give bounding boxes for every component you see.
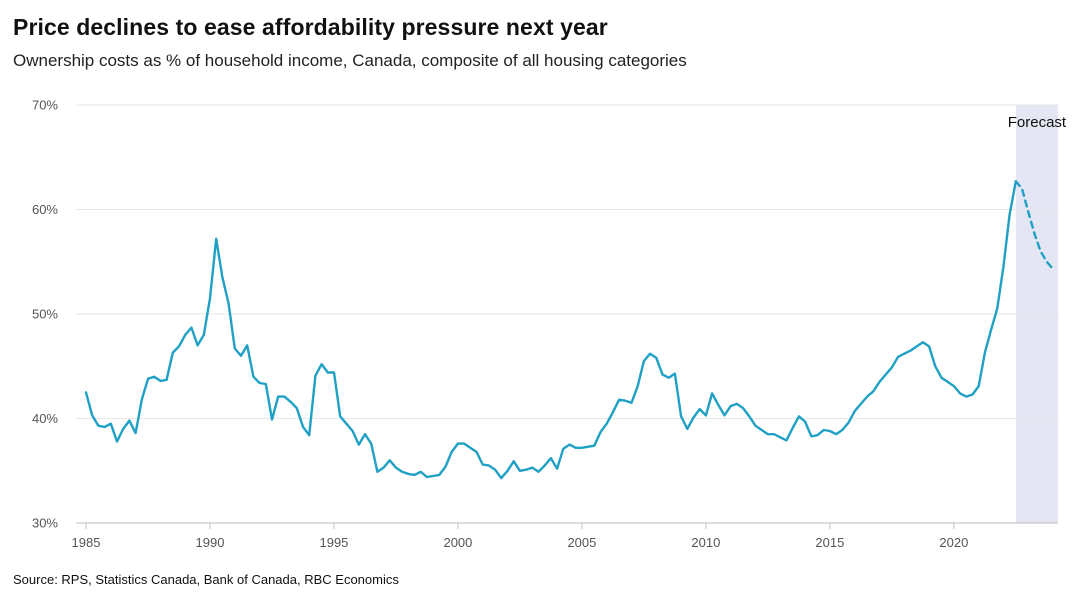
x-tick-label: 2005 <box>567 535 596 550</box>
source-note: Source: RPS, Statistics Canada, Bank of … <box>13 572 399 587</box>
forecast-label: Forecast <box>1008 114 1067 131</box>
forecast-series-line <box>1014 180 1055 271</box>
y-tick-label: 70% <box>32 98 58 113</box>
x-tick-label: 1990 <box>196 535 225 550</box>
x-tick-label: 2010 <box>691 535 720 550</box>
x-tick-label: 1985 <box>72 535 101 550</box>
series-layer <box>84 180 1055 480</box>
grid-layer <box>76 104 1058 524</box>
chart-title: Price declines to ease affordability pre… <box>13 14 608 40</box>
label-layer: Forecast <box>1008 114 1067 131</box>
y-tick-label: 60% <box>32 202 58 217</box>
x-tick-label: 2000 <box>443 535 472 550</box>
x-tick-label: 1995 <box>319 535 348 550</box>
x-tick-label: 2015 <box>815 535 844 550</box>
y-tick-label: 40% <box>32 411 58 426</box>
axis-layer: 30% 40% 50% 60% 70% 1985 1990 1995 2000 2005 2010 2… <box>32 98 968 551</box>
historical-series-line <box>84 180 1017 480</box>
x-tick-label: 2020 <box>939 535 968 550</box>
y-tick-label: 30% <box>32 516 58 531</box>
y-tick-label: 50% <box>32 307 58 322</box>
chart-subtitle: Ownership costs as % of household income… <box>13 51 687 70</box>
